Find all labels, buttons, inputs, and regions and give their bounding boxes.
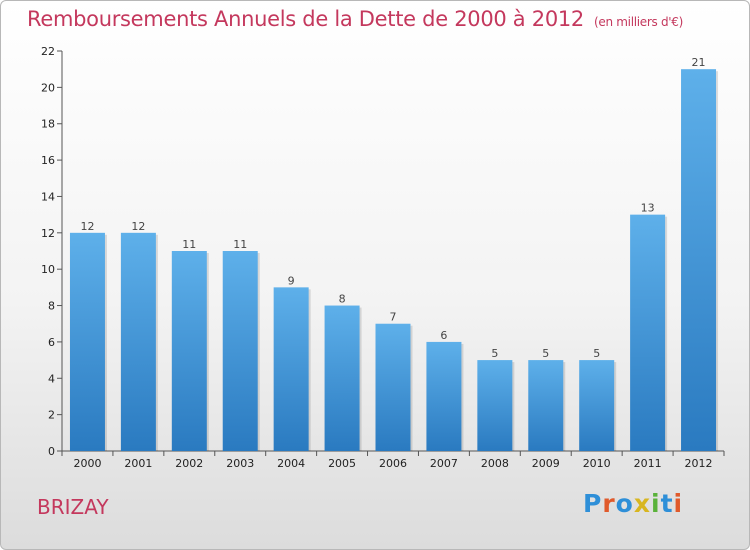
bar <box>171 251 207 451</box>
bar <box>120 232 156 451</box>
commune-name: BRIZAY <box>37 495 109 519</box>
logo-letter: o <box>615 489 634 518</box>
x-tick-label: 2003 <box>226 457 254 470</box>
x-tick-label: 2001 <box>124 457 152 470</box>
bar <box>426 341 462 451</box>
y-tick-label: 0 <box>48 445 55 458</box>
bar-value-label: 5 <box>593 347 600 360</box>
x-tick-label: 2000 <box>73 457 101 470</box>
bar-value-label: 12 <box>131 220 145 233</box>
bar-value-label: 6 <box>440 329 447 342</box>
bar <box>69 232 105 451</box>
bar-value-label: 11 <box>182 238 196 251</box>
bar-value-label: 9 <box>288 274 295 287</box>
y-tick-label: 8 <box>48 300 55 313</box>
logo-letter: x <box>633 489 651 518</box>
x-tick-label: 2006 <box>379 457 407 470</box>
y-tick-label: 14 <box>41 190 55 203</box>
y-tick-label: 2 <box>48 409 55 422</box>
bar-value-label: 21 <box>692 56 706 69</box>
bar <box>222 251 258 451</box>
bar-value-label: 12 <box>80 220 94 233</box>
bar <box>681 69 717 451</box>
y-tick-label: 16 <box>41 154 55 167</box>
bar-value-label: 13 <box>641 202 655 215</box>
proxiti-logo: Proxiti <box>583 489 683 518</box>
bar <box>579 360 615 451</box>
bar <box>630 214 666 451</box>
bar-value-label: 5 <box>542 347 549 360</box>
logo-letter: i <box>673 489 684 518</box>
bar <box>375 323 411 451</box>
bar-value-label: 5 <box>491 347 498 360</box>
x-tick-label: 2011 <box>634 457 662 470</box>
y-tick-label: 6 <box>48 336 55 349</box>
chart-title-text: Remboursements Annuels de la Dette de 20… <box>27 7 584 31</box>
logo-letter: P <box>583 489 603 518</box>
x-tick-label: 2004 <box>277 457 305 470</box>
y-tick-label: 20 <box>41 81 55 94</box>
y-tick-label: 12 <box>41 227 55 240</box>
y-tick-label: 22 <box>41 45 55 58</box>
labels: 0 2 4 6 8 10 12 14 16 18 20 22 2000 12 2001 12 2002 11 200… <box>41 45 713 470</box>
bar <box>528 360 564 451</box>
unit-note: (en milliers d'€) <box>594 15 684 29</box>
y-tick-label: 4 <box>48 372 55 385</box>
y-tick-label: 18 <box>41 118 55 131</box>
logo-letter: i <box>651 489 661 518</box>
bar <box>273 287 309 451</box>
x-tick-label: 2002 <box>175 457 203 470</box>
x-tick-label: 2008 <box>481 457 509 470</box>
chart-title: Remboursements Annuels de la Dette de 20… <box>27 7 683 31</box>
bar-value-label: 11 <box>233 238 247 251</box>
x-tick-label: 2005 <box>328 457 356 470</box>
bar-value-label: 7 <box>390 311 397 324</box>
bar <box>477 360 513 451</box>
bar <box>324 305 360 451</box>
bars <box>69 69 719 451</box>
x-tick-label: 2009 <box>532 457 560 470</box>
bar-value-label: 8 <box>339 293 346 306</box>
y-tick-label: 10 <box>41 263 55 276</box>
x-tick-label: 2012 <box>685 457 713 470</box>
x-tick-label: 2007 <box>430 457 458 470</box>
logo-letter: t <box>660 489 674 518</box>
logo-letter: r <box>602 489 616 518</box>
x-tick-label: 2010 <box>583 457 611 470</box>
